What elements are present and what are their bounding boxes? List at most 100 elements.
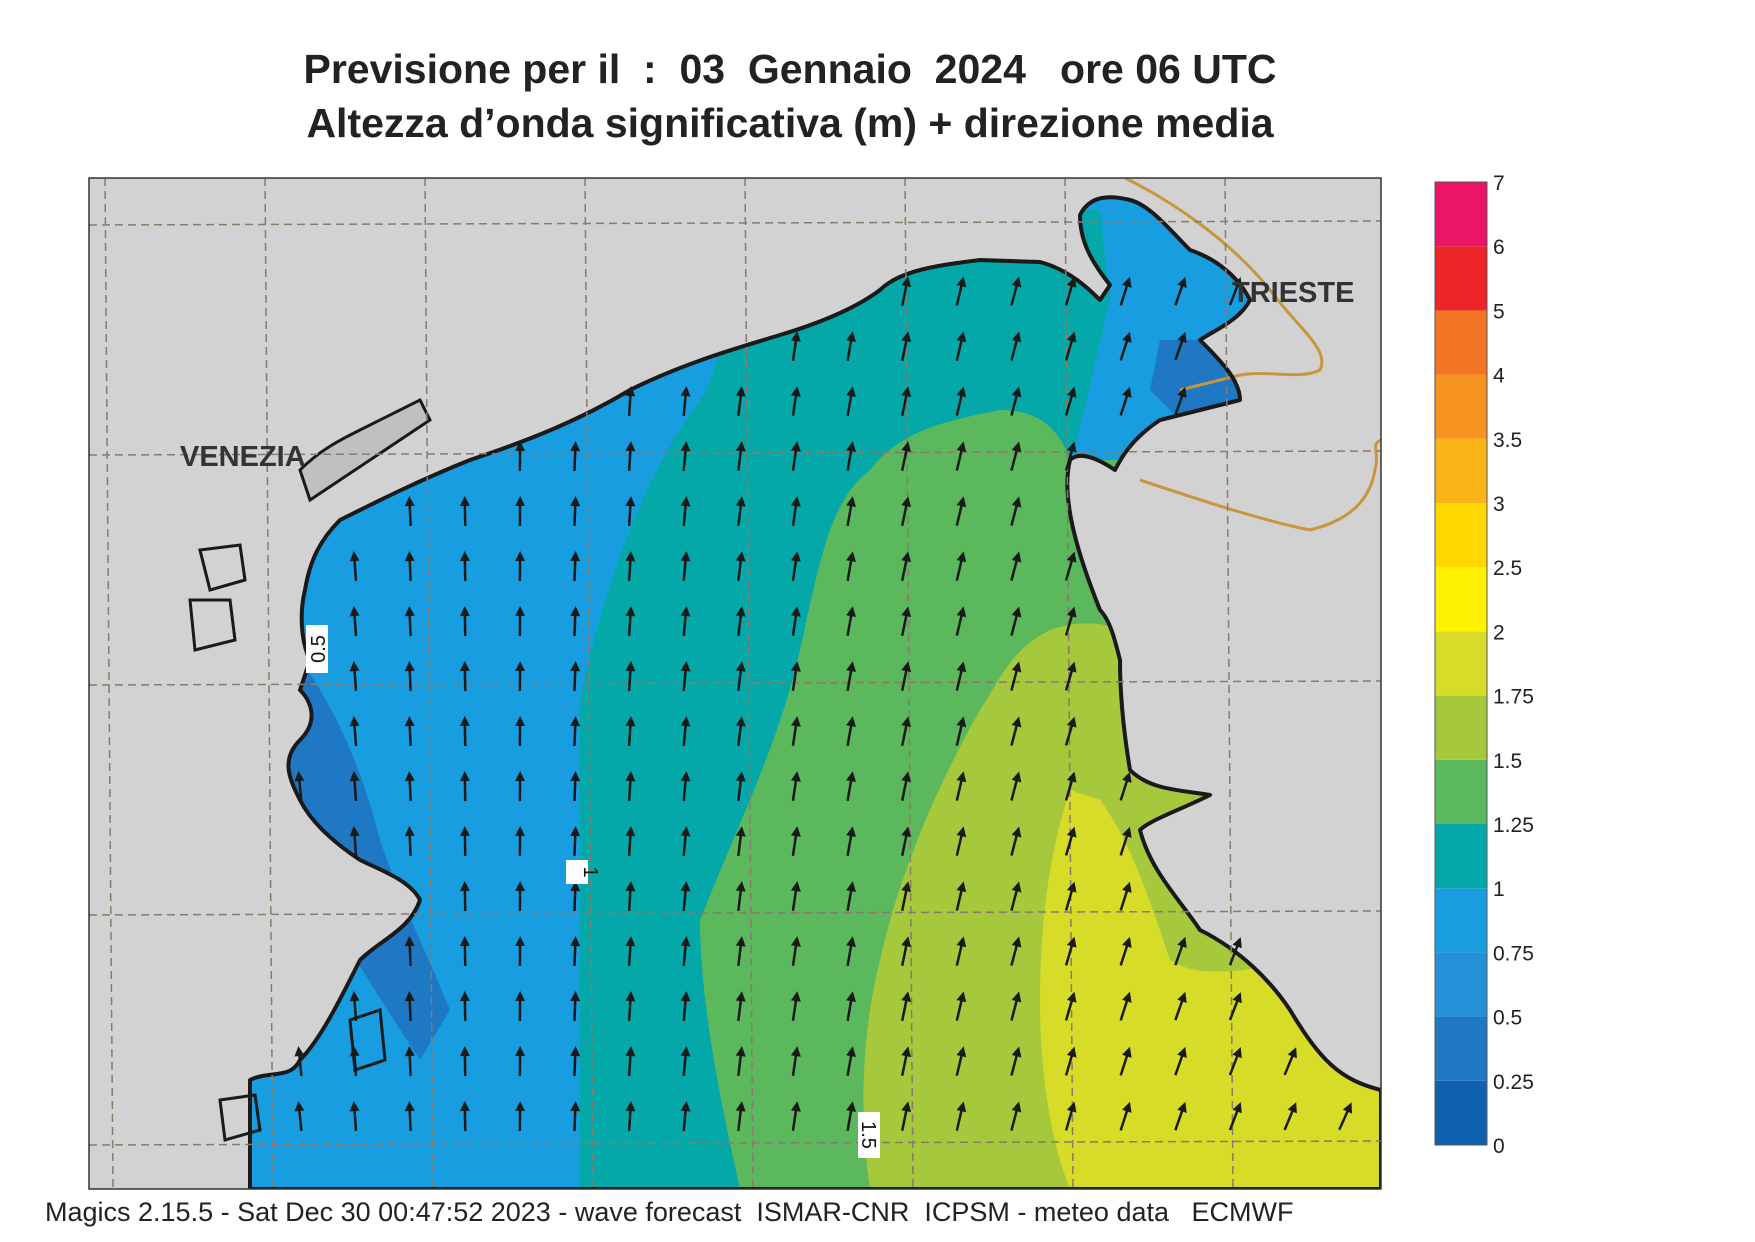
direction-arrow	[459, 881, 470, 912]
direction-arrow	[625, 606, 636, 637]
direction-arrow	[1064, 991, 1077, 1021]
direction-arrow	[1010, 331, 1022, 361]
direction-arrow	[680, 496, 691, 527]
legend-swatch	[1435, 438, 1487, 503]
direction-arrow	[625, 661, 636, 692]
legend-tick-label: 1.75	[1493, 686, 1534, 709]
direction-arrow	[955, 496, 967, 526]
direction-arrow	[900, 991, 912, 1021]
label-trieste: TRIESTE	[1232, 277, 1354, 309]
legend-border	[1434, 181, 1488, 1146]
direction-arrow	[404, 606, 415, 637]
direction-arrow	[955, 386, 967, 416]
direction-arrow	[846, 606, 856, 637]
direction-arrow	[404, 991, 415, 1022]
direction-arrow	[900, 496, 912, 526]
legend-tick-label: 1.5	[1493, 750, 1522, 773]
direction-arrow	[1064, 441, 1077, 471]
direction-arrow	[900, 276, 912, 306]
contour-label-1: 1	[566, 860, 601, 884]
direction-arrow	[1119, 771, 1132, 801]
direction-arrow	[955, 331, 967, 361]
direction-arrow	[790, 826, 801, 857]
direction-arrow	[1228, 992, 1242, 1021]
direction-arrow	[735, 551, 746, 582]
direction-arrow	[1010, 551, 1022, 581]
direction-arrow	[404, 551, 415, 582]
direction-arrow	[790, 716, 801, 747]
direction-arrow	[680, 716, 691, 747]
direction-arrow	[515, 496, 526, 527]
direction-arrow	[735, 496, 746, 527]
direction-arrow	[735, 606, 746, 637]
direction-arrow	[1010, 771, 1022, 801]
legend-swatch	[1435, 310, 1487, 375]
direction-arrow	[404, 661, 415, 692]
direction-arrow	[1174, 1101, 1187, 1131]
direction-arrow	[680, 386, 691, 417]
direction-arrow	[459, 606, 470, 637]
direction-arrow	[900, 661, 912, 691]
direction-arrow	[680, 606, 691, 637]
direction-arrow	[790, 331, 801, 362]
direction-arrow	[1010, 1046, 1022, 1076]
direction-arrow	[680, 936, 691, 967]
direction-arrow	[515, 826, 526, 857]
direction-arrow	[790, 881, 801, 912]
direction-arrow	[570, 936, 581, 967]
direction-arrow	[846, 771, 856, 802]
direction-arrow	[1010, 1101, 1022, 1131]
direction-arrow	[570, 826, 581, 857]
direction-arrow	[735, 1101, 746, 1132]
direction-arrow	[1228, 937, 1242, 966]
direction-arrow	[515, 606, 526, 637]
direction-arrow	[846, 716, 856, 747]
direction-arrow	[349, 1046, 360, 1077]
legend-swatch	[1435, 374, 1487, 439]
direction-arrow	[625, 826, 636, 857]
direction-arrow	[349, 716, 360, 747]
direction-arrow	[955, 661, 967, 691]
wave-direction-arrows	[294, 276, 1353, 1132]
direction-arrow	[680, 441, 691, 472]
grid-parallel	[88, 910, 1382, 916]
direction-arrow	[1174, 1046, 1187, 1076]
direction-arrow	[459, 1101, 470, 1132]
direction-arrow	[1010, 881, 1022, 911]
direction-arrow	[349, 771, 360, 802]
direction-arrow	[846, 441, 856, 472]
direction-arrow	[846, 1046, 856, 1077]
direction-arrow	[1010, 496, 1022, 526]
legend-tick-label: 4	[1493, 365, 1505, 388]
direction-arrow	[1119, 331, 1132, 361]
direction-arrow	[515, 1101, 526, 1132]
direction-arrow	[404, 496, 415, 527]
direction-arrow	[846, 936, 856, 967]
direction-arrow	[1174, 991, 1187, 1021]
direction-arrow	[1119, 936, 1132, 966]
direction-arrow	[1283, 1047, 1297, 1076]
direction-arrow	[1010, 661, 1022, 691]
lagoon-channels	[188, 543, 247, 652]
direction-arrow	[294, 771, 305, 802]
direction-arrow	[680, 661, 691, 692]
direction-arrow	[349, 551, 360, 582]
direction-arrow	[1119, 386, 1132, 416]
direction-arrow	[625, 936, 636, 967]
direction-arrow	[294, 1101, 305, 1132]
direction-arrow	[570, 1101, 581, 1132]
direction-arrow	[680, 991, 691, 1022]
direction-arrow	[1119, 276, 1132, 306]
direction-arrow	[955, 551, 967, 581]
direction-arrow	[900, 936, 912, 966]
direction-arrow	[1010, 716, 1022, 746]
direction-arrow	[900, 331, 912, 361]
direction-arrow	[900, 826, 912, 856]
direction-arrow	[735, 1046, 746, 1077]
direction-arrow	[1064, 936, 1077, 966]
legend-tick-label: 2	[1493, 621, 1505, 644]
direction-arrow	[846, 881, 856, 912]
direction-arrow	[515, 991, 526, 1022]
direction-arrow	[1064, 386, 1077, 416]
label-venezia: VENEZIA	[180, 441, 306, 473]
